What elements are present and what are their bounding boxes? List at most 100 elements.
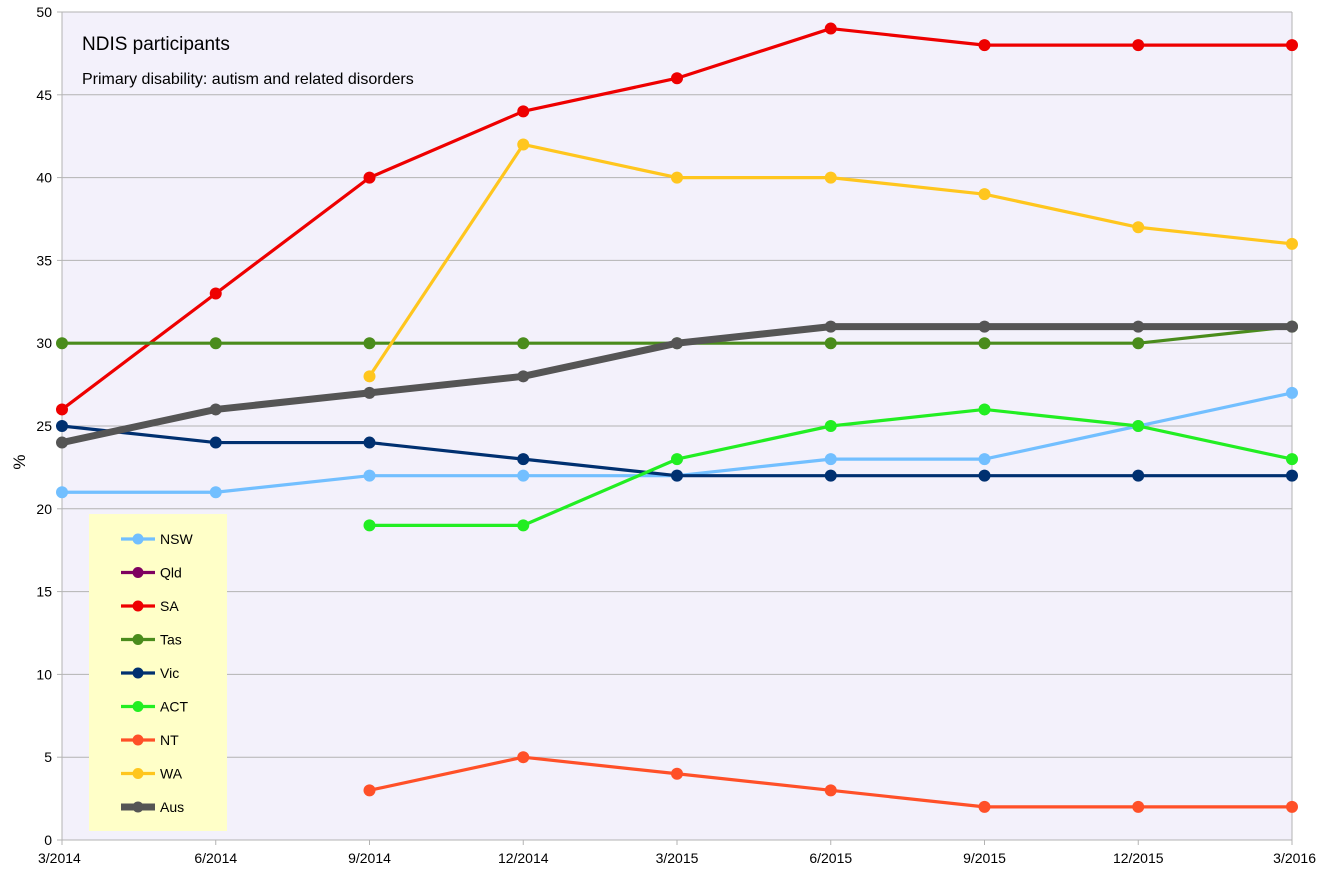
legend-item-vic: Vic <box>121 665 179 681</box>
legend-item-wa: WA <box>121 766 183 782</box>
legend-item-tas: Tas <box>121 632 182 648</box>
data-point-sa <box>978 39 991 52</box>
data-point-nsw <box>363 469 376 482</box>
chart-title: NDIS participants <box>82 34 230 55</box>
legend-item-qld: Qld <box>121 565 182 581</box>
data-point-aus <box>56 436 68 449</box>
legend-swatch-marker <box>132 801 144 813</box>
data-point-aus <box>824 320 837 333</box>
legend-swatch-marker <box>132 768 144 779</box>
series-act <box>363 403 1298 532</box>
data-point-aus <box>517 370 530 383</box>
data-point-nt <box>1286 800 1298 813</box>
data-point-vic <box>671 469 683 482</box>
data-point-tas <box>363 337 376 350</box>
chart-subtitle: Primary disability: autism and related d… <box>82 71 414 88</box>
series-aus <box>56 320 1298 449</box>
data-point-aus <box>209 403 222 416</box>
y-tick-label: 15 <box>36 584 52 600</box>
data-point-wa <box>1286 237 1298 250</box>
data-point-sa <box>363 171 376 184</box>
legend-label: ACT <box>160 699 188 715</box>
y-tick-label: 40 <box>36 170 52 186</box>
y-tick-label: 25 <box>36 418 52 434</box>
legend-item-sa: SA <box>121 598 179 614</box>
data-point-vic <box>1132 469 1145 482</box>
data-point-vic <box>56 420 68 432</box>
data-point-vic <box>363 436 376 449</box>
y-tick-label: 35 <box>36 252 52 268</box>
data-point-nsw <box>209 486 222 499</box>
data-point-tas <box>1132 337 1145 350</box>
data-point-sa <box>824 22 837 35</box>
y-tick-label: 10 <box>36 666 52 682</box>
x-tick-label: 3/2014 <box>38 850 81 866</box>
legend-item-nsw: NSW <box>121 531 193 547</box>
legend-label: Qld <box>160 565 182 581</box>
data-point-nt <box>671 767 683 780</box>
data-point-act <box>671 453 683 466</box>
data-point-act <box>517 519 530 532</box>
data-point-sa <box>517 105 530 118</box>
legend-swatch-marker <box>132 634 144 645</box>
x-tick-label: 9/2014 <box>348 850 391 866</box>
series-layer <box>56 22 1298 813</box>
data-point-vic <box>1286 469 1298 482</box>
data-point-sa <box>209 287 222 300</box>
data-point-vic <box>824 469 837 482</box>
legend-label: SA <box>160 598 179 614</box>
legend-swatch-marker <box>132 734 144 746</box>
y-tick-label: 0 <box>44 832 52 848</box>
series-nt <box>363 751 1298 813</box>
y-tick-label: 5 <box>44 749 52 765</box>
legend-label: Aus <box>160 799 184 815</box>
legend-swatch-marker <box>132 667 144 679</box>
data-point-sa <box>1286 39 1298 52</box>
series-vic <box>56 420 1298 482</box>
data-point-nt <box>1132 800 1145 813</box>
data-point-aus <box>363 386 376 399</box>
y-tick-label: 20 <box>36 501 52 517</box>
data-point-vic <box>209 436 222 449</box>
data-point-tas <box>978 337 991 350</box>
x-tick-label: 12/2015 <box>1113 850 1164 866</box>
data-point-wa <box>671 171 683 184</box>
data-point-sa <box>671 72 683 85</box>
data-point-nsw <box>1286 386 1298 399</box>
data-point-tas <box>824 337 837 350</box>
data-point-nt <box>824 784 837 797</box>
x-tick-label: 6/2014 <box>194 850 237 866</box>
y-tick-label: 45 <box>36 87 52 103</box>
y-tick-label: 30 <box>36 335 52 351</box>
legend-label: WA <box>160 766 183 782</box>
data-point-act <box>1132 420 1145 432</box>
data-point-wa <box>517 138 530 151</box>
data-point-act <box>363 519 376 532</box>
legend-swatch-marker <box>132 600 144 612</box>
legend-label: Tas <box>160 632 182 648</box>
x-tick-label: 9/2015 <box>963 850 1006 866</box>
y-axis-label: % <box>10 454 29 469</box>
data-point-aus <box>1132 320 1145 333</box>
data-point-act <box>824 420 837 432</box>
data-point-aus <box>671 337 683 350</box>
data-point-nt <box>978 800 991 813</box>
data-point-tas <box>209 337 222 350</box>
legend-item-nt: NT <box>121 732 179 748</box>
data-point-tas <box>56 337 68 350</box>
x-tick-label: 12/2014 <box>498 850 549 866</box>
legend-swatch-marker <box>132 567 144 578</box>
legend-swatch-marker <box>132 533 144 545</box>
legend-swatch-marker <box>132 701 144 712</box>
x-tick-label: 3/2016 <box>1273 850 1316 866</box>
legend-box <box>89 514 227 831</box>
legend-label: NT <box>160 732 179 748</box>
x-axis-ticks: 3/2014 6/2014 9/2014 12/2014 3/2015 6/2015 9/2… <box>38 840 1316 866</box>
data-point-act <box>978 403 991 416</box>
data-point-act <box>1286 453 1298 466</box>
data-point-wa <box>363 370 376 383</box>
x-tick-label: 3/2015 <box>656 850 699 866</box>
data-point-nsw <box>978 453 991 466</box>
data-point-sa <box>56 403 68 416</box>
